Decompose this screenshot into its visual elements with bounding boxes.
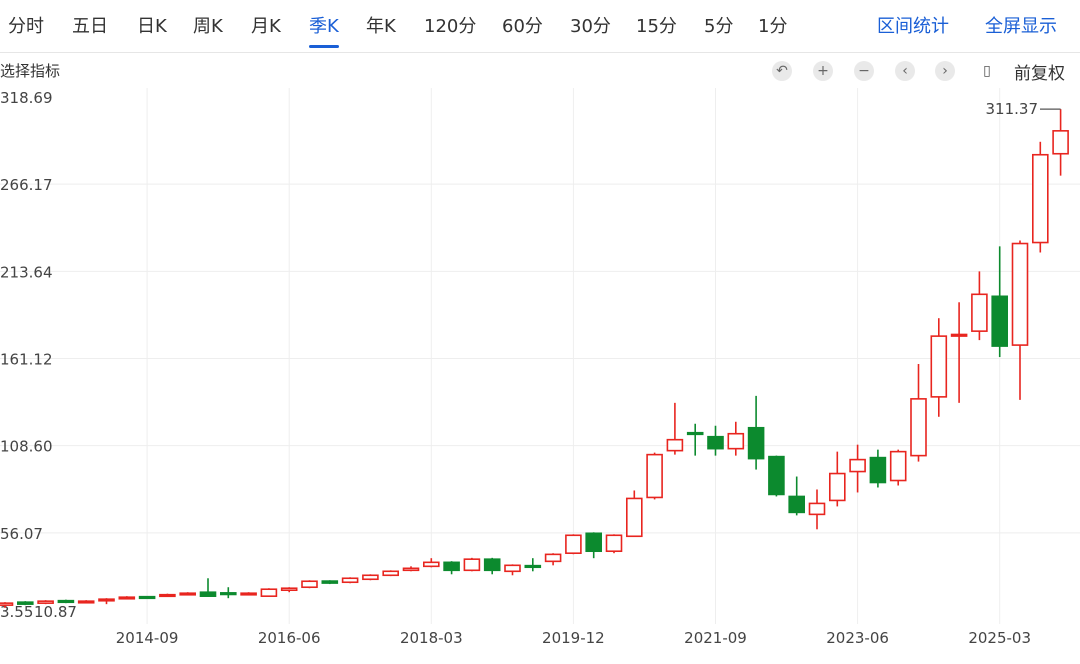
x-tick-label: 2014-09 <box>116 629 179 647</box>
candle-body <box>1052 130 1069 155</box>
tab-11[interactable]: 5分 <box>704 16 734 37</box>
candle-body <box>37 600 54 604</box>
candle-body <box>382 570 400 577</box>
candle-body <box>646 453 663 499</box>
tab-7[interactable]: 120分 <box>424 16 477 37</box>
candle-body <box>16 601 34 605</box>
candle-body <box>808 502 826 516</box>
candle-body <box>686 431 704 436</box>
period-tab-bar: 分时 五日 日K 周K 月K 季K 年K 120分 60分 30分 15分 5分 1分 <box>0 0 1080 53</box>
candle-body <box>930 335 948 398</box>
candle-body <box>463 558 481 572</box>
candle-body <box>98 598 115 602</box>
y-tick-label: 318.69 <box>0 89 53 107</box>
y-tick-label: 266.17 <box>0 176 53 194</box>
tab-6[interactable]: 年K <box>366 16 396 37</box>
candle-body <box>727 432 745 450</box>
tab-10[interactable]: 15分 <box>636 16 677 37</box>
candle-body <box>625 497 643 538</box>
candle-body <box>747 426 765 460</box>
candle-body <box>991 295 1009 347</box>
candle-body <box>240 592 257 596</box>
tab-0[interactable]: 分时 <box>8 16 44 37</box>
candle-body <box>788 495 806 514</box>
undo-icon[interactable]: ↶ <box>772 61 792 81</box>
candle-body <box>280 587 298 592</box>
y-tick-label: 3.55 <box>0 603 33 621</box>
x-tick-label: 2019-12 <box>542 629 605 647</box>
candle-body <box>483 558 501 572</box>
candle-body <box>849 458 866 473</box>
fullscreen-link[interactable]: 全屏显示 <box>985 16 1057 37</box>
candle-body <box>341 577 359 584</box>
candle-body <box>179 592 196 596</box>
zoom-in-icon[interactable]: + <box>813 61 833 81</box>
candle-style-icon[interactable]: ▯ <box>983 63 991 79</box>
scroll-left-icon[interactable]: ‹ <box>895 61 915 81</box>
candle-body <box>768 455 785 496</box>
tab-9[interactable]: 30分 <box>570 16 611 37</box>
candle-body <box>910 398 927 457</box>
range-stats-link[interactable]: 区间统计 <box>877 16 949 37</box>
max-marker-label: 311.37 <box>986 100 1039 118</box>
tab-5[interactable]: 季K <box>309 12 339 48</box>
tab-2[interactable]: 日K <box>137 16 167 37</box>
x-tick-label: 2021-09 <box>684 629 747 647</box>
tab-4[interactable]: 月K <box>251 16 281 37</box>
x-tick-label: 2023-06 <box>826 629 889 647</box>
candle-body <box>443 561 460 572</box>
tab-3[interactable]: 周K <box>193 16 223 37</box>
y-tick-label: 161.12 <box>0 351 53 369</box>
candle-body <box>707 435 724 450</box>
candle-body <box>159 593 176 598</box>
x-tick-label: 2025-03 <box>968 629 1031 647</box>
price-adjust-select[interactable]: 前复权 <box>1014 64 1065 84</box>
candle-body <box>504 564 521 573</box>
x-tick-label: 2018-03 <box>400 629 463 647</box>
y-tick-label: 213.64 <box>0 263 53 281</box>
candle-body <box>950 333 968 337</box>
candle-body <box>260 588 278 597</box>
candle-body <box>321 580 339 584</box>
candle-body <box>889 450 907 482</box>
candle-body <box>362 574 379 581</box>
candle-body <box>869 456 887 484</box>
candle-body <box>605 534 623 553</box>
scroll-right-icon[interactable]: › <box>935 61 955 81</box>
candle-body <box>565 534 582 555</box>
candle-body <box>666 438 684 452</box>
x-tick-label: 2016-06 <box>258 629 321 647</box>
candle-body <box>138 595 156 600</box>
candle-body <box>199 591 217 597</box>
tab-8[interactable]: 60分 <box>502 16 543 37</box>
tab-12[interactable]: 1分 <box>758 16 788 37</box>
candle-body <box>544 553 562 563</box>
candle-body <box>971 293 988 332</box>
zoom-out-icon[interactable]: − <box>854 61 874 81</box>
candle-body <box>118 596 136 600</box>
candle-body <box>220 592 237 596</box>
y-tick-label: 56.07 <box>0 525 43 543</box>
y-tick-label: 108.60 <box>0 438 53 456</box>
candle-body <box>1011 242 1029 346</box>
min-marker-label: 10.87 <box>34 603 77 621</box>
candle-body <box>0 602 14 606</box>
candle-body <box>524 564 542 569</box>
candle-body <box>77 600 95 604</box>
candle-body <box>57 599 75 604</box>
candle-body <box>422 561 440 568</box>
candle-body <box>301 580 318 589</box>
candle-body <box>1032 153 1049 244</box>
candle-body <box>402 567 420 572</box>
candle-body <box>585 532 603 553</box>
candle-body <box>828 472 846 502</box>
tab-1[interactable]: 五日 <box>72 16 108 37</box>
select-indicator-button[interactable]: 选择指标 <box>0 62 61 80</box>
